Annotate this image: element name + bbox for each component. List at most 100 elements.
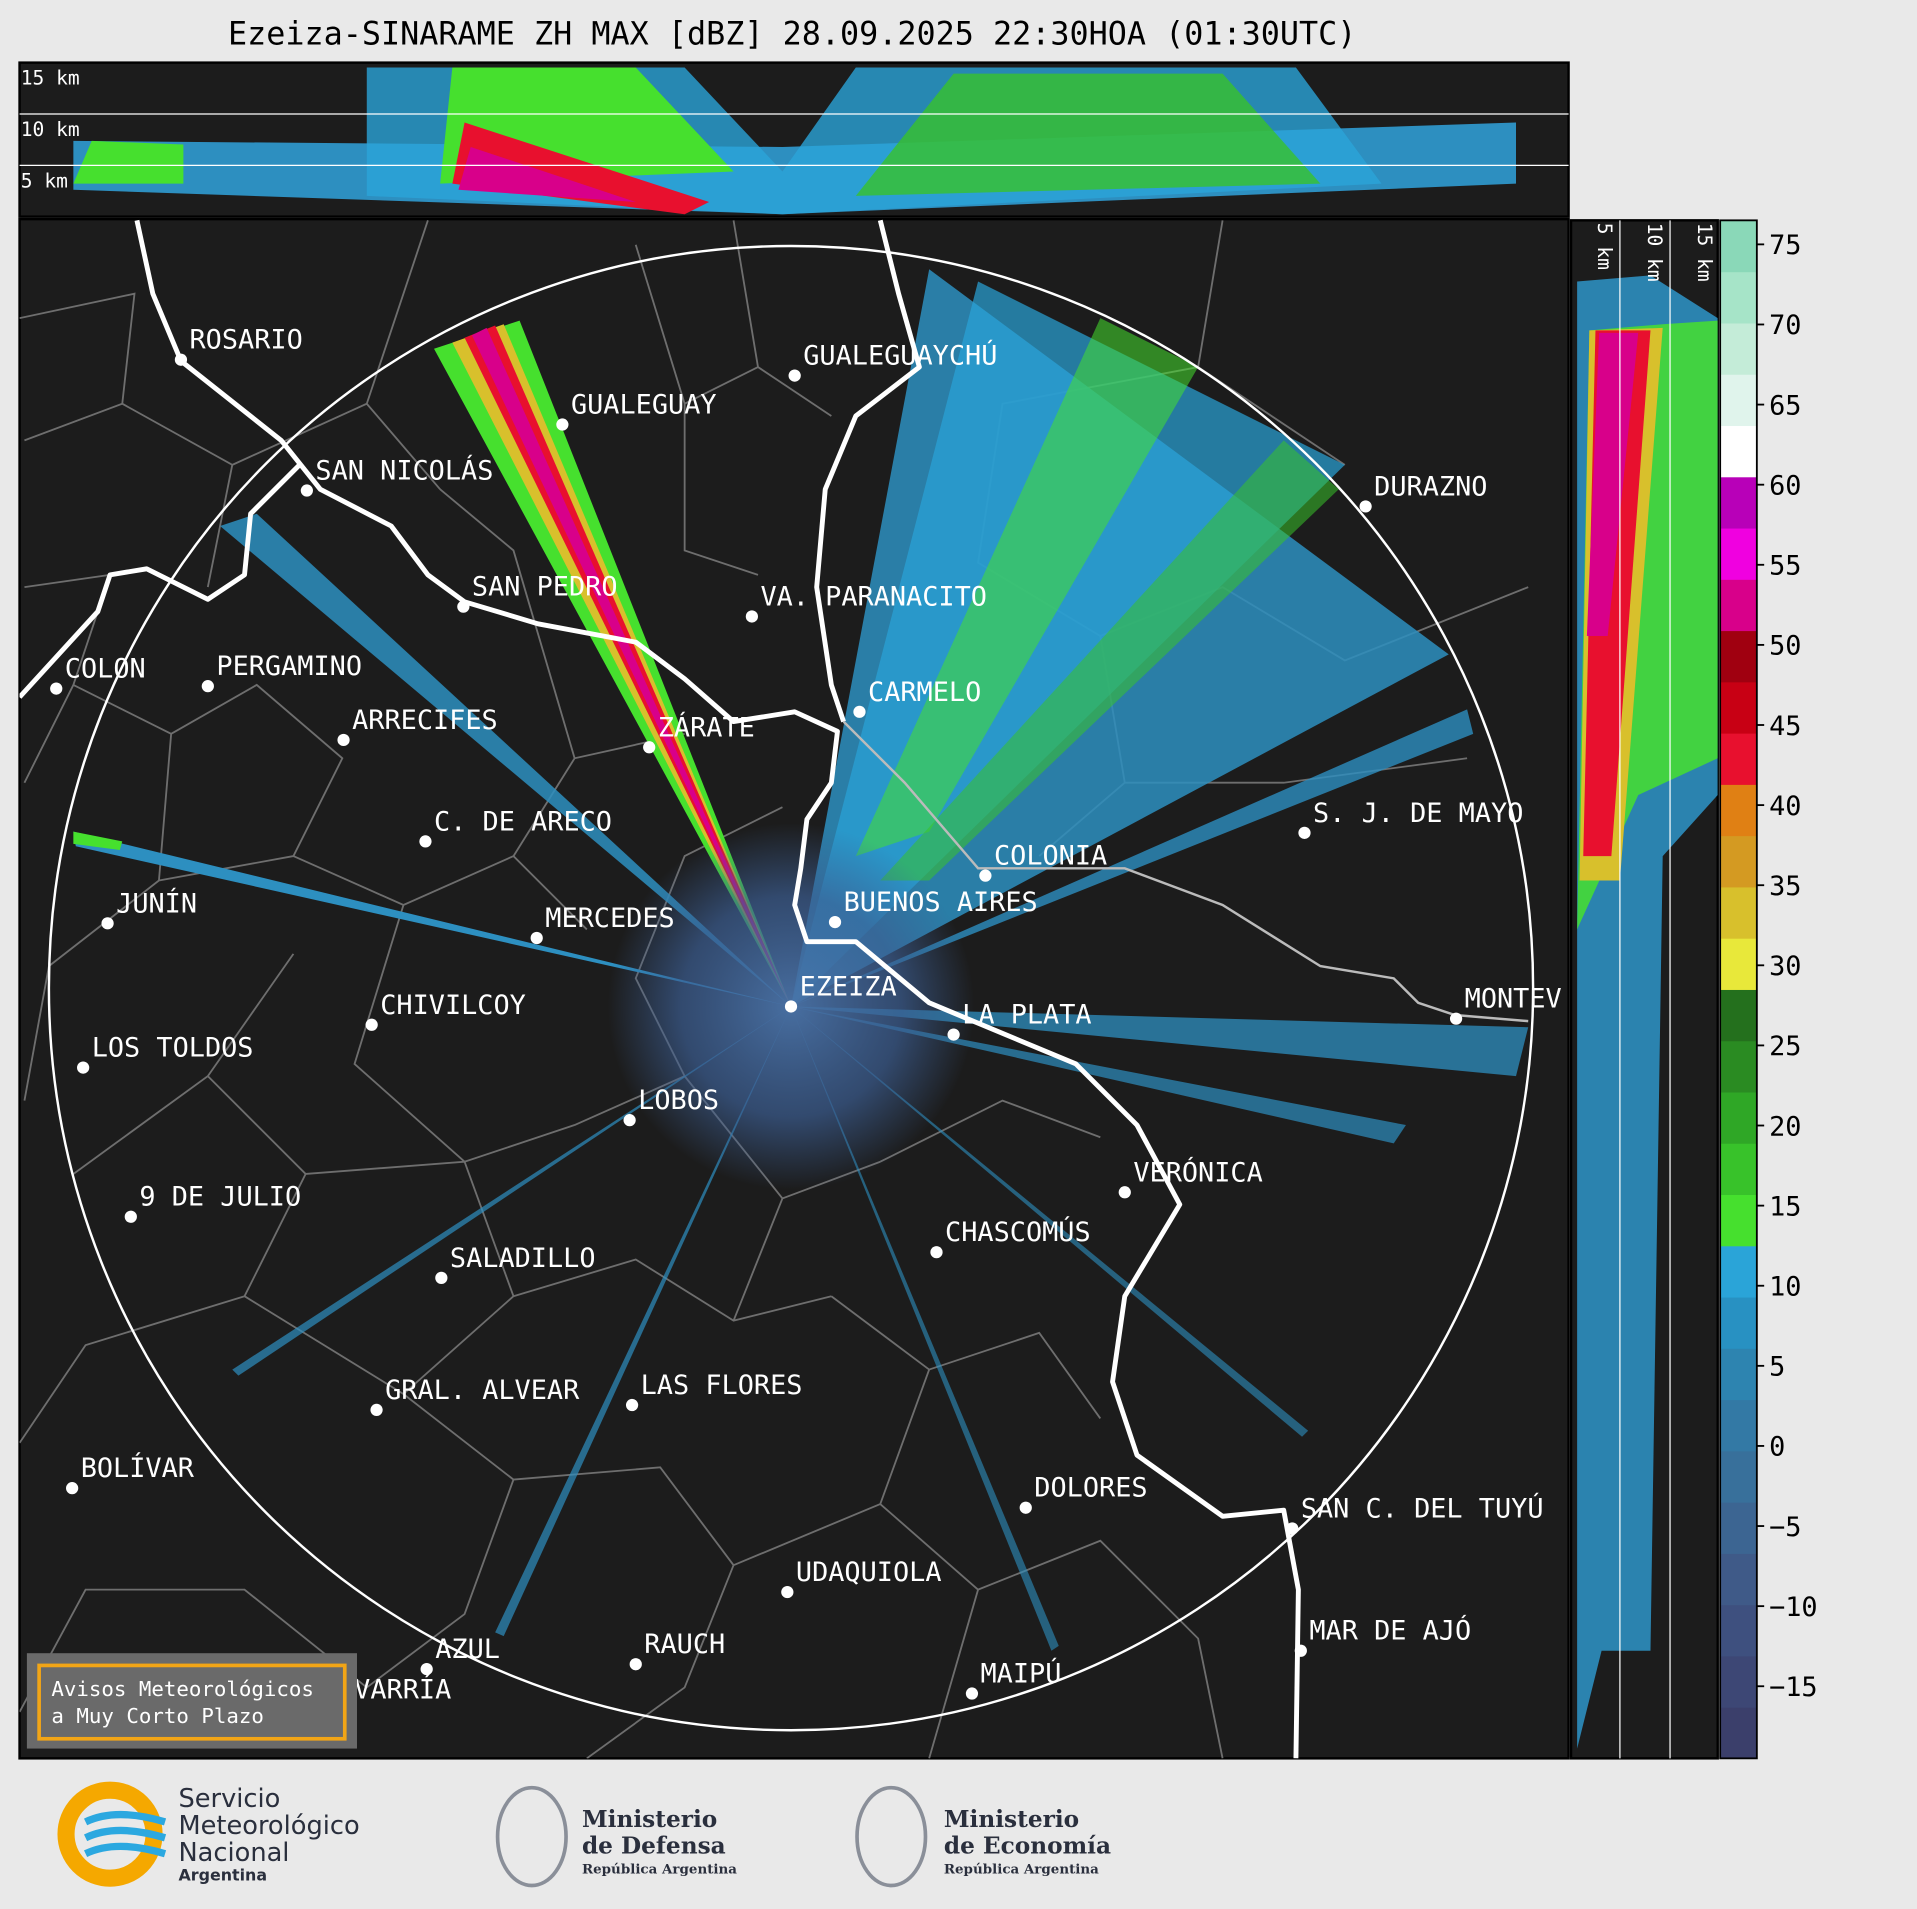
city-label: LA PLATA (962, 1000, 1091, 1031)
colorbar-tick-label: 5 (1769, 1352, 1785, 1383)
colorbar-band (1720, 1040, 1757, 1093)
city-label: BOLÍVAR (81, 1452, 195, 1484)
colorbar-band (1720, 527, 1757, 580)
city-label: LAS FLORES (641, 1370, 803, 1401)
city-label: CHIVILCOY (380, 990, 526, 1021)
city-marker (124, 1210, 137, 1223)
colorbar-tick-label: −5 (1769, 1512, 1801, 1543)
colorbar-band (1720, 1399, 1757, 1452)
city-label: GUALEGUAYCHÚ (803, 340, 997, 372)
colorbar-tick-label: 25 (1769, 1031, 1801, 1062)
city-label: CARMELO (868, 677, 981, 708)
city-marker (1286, 1522, 1299, 1535)
city-marker (435, 1271, 448, 1284)
city-label: MAR DE AJÓ (1309, 1615, 1471, 1647)
logo-text: Nacional (178, 1838, 289, 1868)
city-label: LOBOS (638, 1085, 719, 1116)
city-marker (174, 353, 188, 366)
colorbar-band (1720, 784, 1757, 837)
height-label: 15 km (21, 67, 80, 90)
city-marker (828, 915, 842, 929)
city-label: VA. PARANACITO (760, 581, 987, 612)
city-marker (781, 1585, 794, 1599)
notice-line: a Muy Corto Plazo (51, 1704, 264, 1728)
colorbar-tick-label: 10 (1769, 1272, 1801, 1303)
emblem (855, 1785, 928, 1888)
notice-line: Avisos Meteorológicos (51, 1677, 314, 1701)
height-label: 10 km (1643, 223, 1666, 282)
side-panel (1569, 219, 1719, 1760)
colorbar-band (1720, 425, 1757, 478)
city-marker (337, 733, 350, 747)
city-marker (1118, 1186, 1131, 1199)
city-label: S. J. DE MAYO (1313, 798, 1523, 829)
city-label: BUENOS AIRES (844, 887, 1038, 918)
city-marker (623, 1114, 636, 1127)
colorbar: −15 −10 −5 0 5 10 15 20 25 30 35 40 45 50 55 60 65 70 75 (1719, 219, 1818, 1760)
city-label: GRAL. ALVEAR (385, 1375, 580, 1406)
city-label: MERCEDES (545, 903, 674, 934)
logos: Servicio Meteorológico Nacional Argentin… (57, 1781, 1111, 1888)
city-label: JUNÍN (116, 887, 197, 919)
colorbar-band (1720, 1502, 1757, 1554)
colorbar-tick-label: 15 (1769, 1191, 1801, 1222)
city-label: MAIPÚ (981, 1658, 1062, 1690)
city-label: EZEIZA (800, 971, 897, 1002)
logo-text: Ministerio (944, 1806, 1079, 1833)
radar-echoes (73, 269, 1529, 1651)
city-marker (784, 1000, 798, 1013)
coastline (19, 219, 1301, 1759)
city-marker (853, 705, 866, 718)
colorbar-tick-label: 55 (1769, 551, 1801, 582)
colorbar-band (1720, 579, 1757, 632)
city-label: GUALEGUAY (571, 390, 717, 421)
city-marker (643, 741, 656, 754)
colorbar-frame (1719, 219, 1758, 1760)
city-marker (965, 1687, 979, 1700)
city-marker (1449, 1012, 1463, 1025)
logo-text: Argentina (178, 1866, 267, 1885)
city-label: SAN C. DEL TUYÚ (1301, 1492, 1544, 1524)
colorbar-band (1720, 476, 1757, 529)
city-label: RAUCH (644, 1629, 725, 1660)
colorbar-band (1720, 1450, 1757, 1503)
colorbar-tick-label: 45 (1769, 711, 1801, 742)
colorbar-tick-label: 40 (1769, 791, 1801, 822)
colorbar-tick-label: 0 (1769, 1432, 1785, 1463)
city-marker (530, 931, 543, 945)
city-label: DURAZNO (1374, 471, 1487, 502)
colorbar-band (1720, 1553, 1757, 1606)
colorbar-band (1720, 630, 1757, 683)
colorbar-tick-label: 30 (1769, 951, 1801, 982)
colorbar-band (1720, 1143, 1757, 1196)
colorbar-tick-label: 70 (1769, 310, 1801, 341)
city-label: COLONIA (994, 841, 1107, 872)
title: Ezeiza-SINARAME ZH MAX [dBZ] 28.09.2025 … (228, 16, 1356, 52)
city-label: ROSARIO (189, 325, 302, 356)
logo-text: República Argentina (582, 1861, 737, 1877)
city-label: ZÁRATE (658, 711, 755, 743)
colorbar-band (1720, 835, 1757, 888)
colorbar-band (1720, 886, 1757, 939)
city-label: SALADILLO (450, 1243, 596, 1274)
colorbar-band (1720, 1245, 1757, 1298)
colorbar-tick-label: 75 (1769, 230, 1801, 261)
city-marker (370, 1403, 383, 1417)
city-label: COLON (65, 654, 146, 685)
logo-text: Ministerio (582, 1806, 717, 1833)
city-label: 9 DE JULIO (139, 1182, 301, 1213)
city-marker (930, 1246, 943, 1259)
city-marker (1359, 500, 1372, 513)
colorbar-band (1720, 374, 1757, 427)
city-marker (947, 1028, 960, 1041)
city-marker (201, 680, 214, 693)
colorbar-band (1720, 220, 1757, 273)
city-label: ARRECIFES (352, 705, 498, 736)
colorbar-tick-label: 60 (1769, 470, 1801, 501)
city-marker (1019, 1501, 1032, 1514)
map-panel: ROSARIO GUALEGUAYCHÚ GUALEGUAY SAN NICOLÁS D… (18, 217, 1570, 1760)
height-label: 10 km (21, 118, 80, 141)
city-marker (1298, 826, 1311, 839)
city-marker (50, 682, 63, 695)
city-marker (457, 600, 470, 613)
